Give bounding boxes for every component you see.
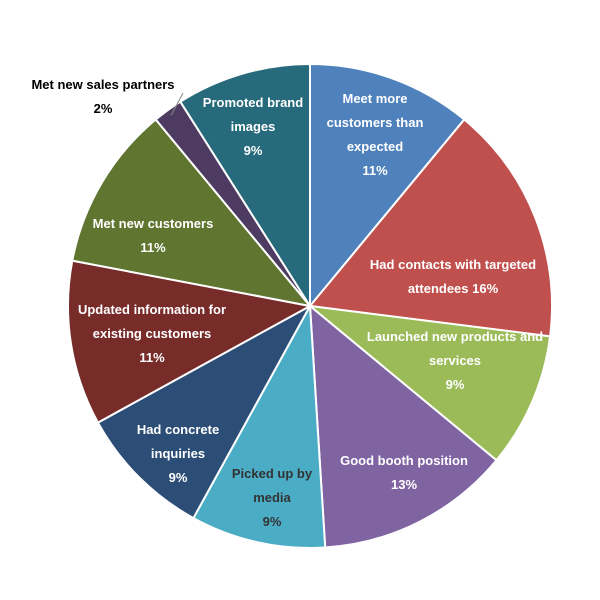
slice-category-label: Picked up by — [232, 466, 313, 481]
slice-category-label: Updated information for — [78, 302, 226, 317]
slice-category-label: Launched new products and — [367, 329, 543, 344]
slice-category-label: expected — [347, 139, 403, 154]
pie-slice — [192, 302, 327, 549]
slice-value-label: 9% — [263, 514, 282, 529]
pie-slice — [67, 259, 313, 424]
pie-slice — [306, 304, 552, 462]
slice-category-label: services — [429, 353, 481, 368]
slice-category-label: images — [231, 119, 276, 134]
slice-value-label: 9% — [169, 470, 188, 485]
pie-slice — [308, 118, 553, 338]
pie-slices — [67, 62, 553, 549]
pie-slice — [71, 118, 313, 308]
pie-slice — [96, 303, 313, 520]
slice-labels: Meet more customers than expected 11% Had co… — [31, 77, 543, 529]
slice-value-label: 2% — [94, 101, 113, 116]
slice-category-label: Promoted brand — [203, 95, 303, 110]
slice-category-label: Met new sales partners — [31, 77, 174, 92]
slice-category-label: attendees 16% — [408, 281, 499, 296]
slice-value-label: 11% — [140, 240, 166, 255]
slice-category-label: customers than — [327, 115, 424, 130]
slice-value-label: 9% — [244, 143, 263, 158]
slice-value-label: 13% — [391, 477, 417, 492]
pie-slice — [309, 62, 466, 309]
pie-slice — [178, 62, 311, 310]
slice-category-label: Had concrete — [137, 422, 219, 437]
slice-category-label: Good booth position — [340, 453, 468, 468]
slice-value-label: 11% — [362, 163, 388, 178]
slice-category-label: media — [253, 490, 291, 505]
slice-value-label: 9% — [446, 377, 465, 392]
pie-slice — [308, 303, 498, 549]
leader-lines — [170, 92, 184, 116]
slice-category-label: Had contacts with targeted — [370, 257, 536, 272]
leader-line — [170, 92, 184, 116]
slice-category-label: Meet more — [342, 91, 407, 106]
slice-category-label: Met new customers — [93, 216, 214, 231]
slice-category-label: inquiries — [151, 446, 205, 461]
slice-value-label: 11% — [139, 350, 165, 365]
slice-category-label: existing customers — [93, 326, 212, 341]
